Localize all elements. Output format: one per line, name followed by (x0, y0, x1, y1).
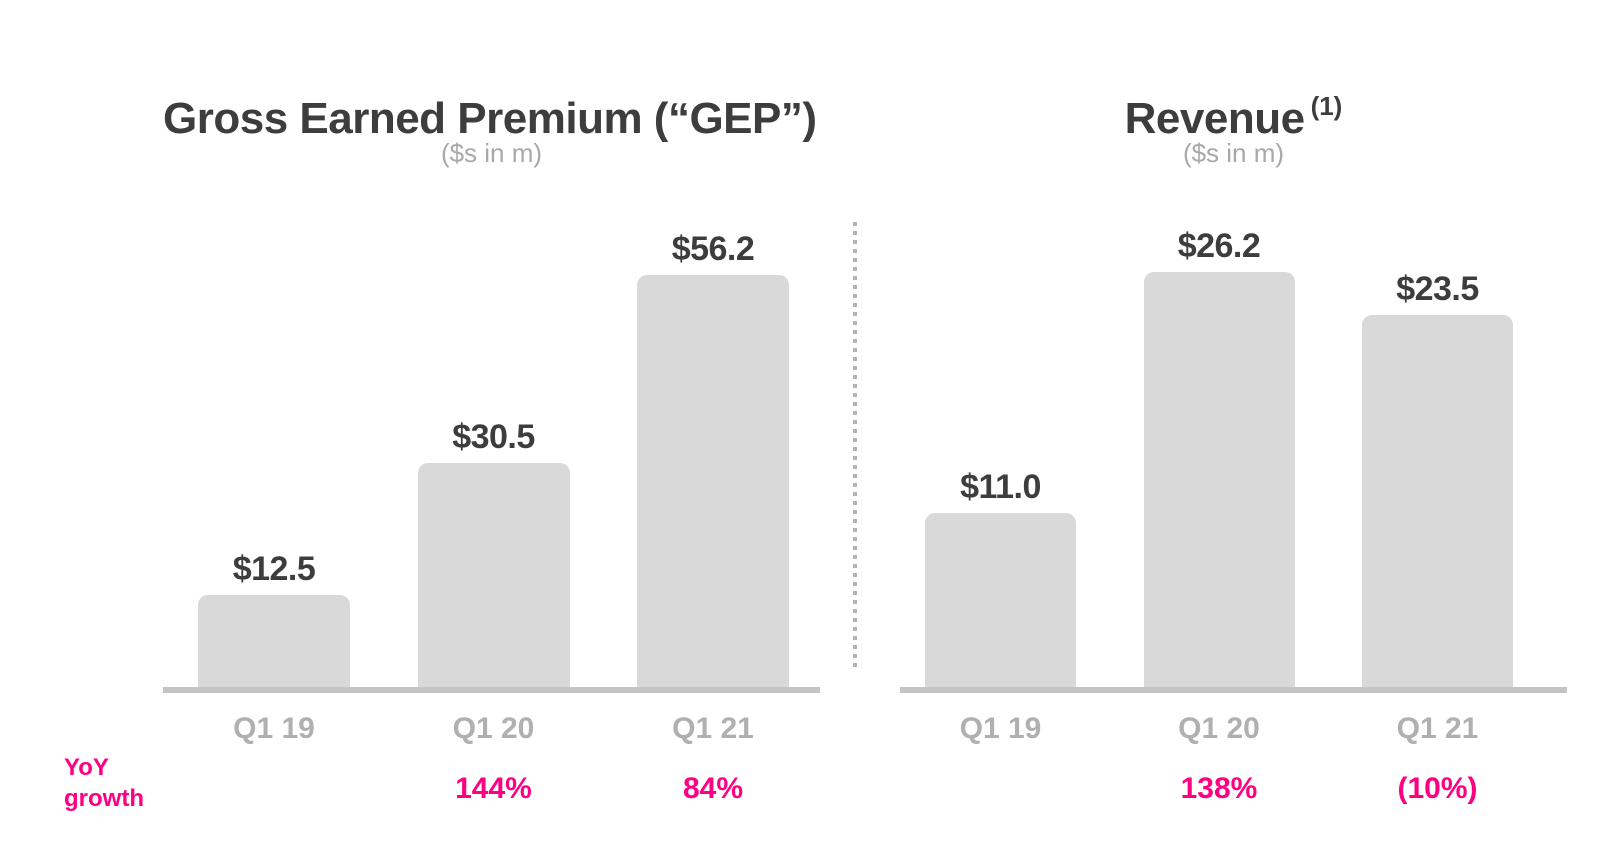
revenue-bar-q1-19 (925, 513, 1076, 687)
revenue-yoy-value-q1-20: 138% (1180, 772, 1258, 805)
gep-chart: Gross Earned Premium (“GEP”) ($s in m) $… (163, 0, 820, 845)
gep-bar-q1-19 (198, 595, 350, 687)
gep-bar-q1-21 (637, 275, 789, 687)
gep-x-axis-labels: Q1 19 Q1 20 Q1 21 (163, 712, 820, 746)
revenue-chart-title: Revenue (1) (900, 80, 1567, 145)
yoy-growth-row-label-line2: growth (64, 785, 144, 812)
revenue-bar-value-q1-20: $26.2 (1177, 227, 1261, 265)
revenue-bar-q1-20 (1143, 272, 1295, 687)
revenue-yoy-value-q1-21: (10%) (1397, 772, 1478, 805)
gep-chart-title: Gross Earned Premium (“GEP”) (163, 80, 820, 145)
gep-chart-subtitle: ($s in m) (440, 138, 543, 168)
vertical-dotted-divider (853, 222, 857, 670)
revenue-chart-title-superscript: (1) (1310, 91, 1343, 121)
revenue-x-label-q1-21: Q1 21 (1396, 712, 1479, 745)
gep-bar-column-q1-19: $12.5 (198, 550, 350, 687)
gep-yoy-value-q1-19 (198, 772, 350, 806)
gep-yoy-value-q1-20: 144% (455, 772, 532, 805)
revenue-bar-value-q1-21: $23.5 (1396, 270, 1479, 308)
revenue-x-axis-line (900, 687, 1567, 693)
gep-bar-value-q1-20: $30.5 (452, 418, 535, 456)
gep-bar-value-q1-21: $56.2 (671, 230, 755, 268)
revenue-bars-row: $11.0 $26.2 $23.5 (900, 227, 1567, 687)
revenue-bar-q1-21 (1362, 315, 1513, 687)
revenue-chart: Revenue (1) ($s in m) $11.0 $26.2 $23.5 Q… (900, 0, 1567, 845)
revenue-bar-value-q1-19: $11.0 (960, 468, 1041, 506)
gep-bar-value-q1-19: $12.5 (232, 550, 316, 588)
gep-bar-column-q1-21: $56.2 (637, 230, 789, 687)
gep-yoy-values-row: 144% 84% (163, 772, 820, 806)
gep-yoy-value-q1-21: 84% (682, 772, 744, 805)
revenue-x-label-q1-20: Q1 20 (1178, 712, 1260, 745)
gep-x-label-q1-19: Q1 19 (233, 712, 315, 745)
revenue-yoy-values-row: 138% (10%) (900, 772, 1567, 806)
revenue-chart-subtitle: ($s in m) (1182, 138, 1285, 168)
revenue-chart-title-text: Revenue (1124, 94, 1305, 143)
gep-bars-row: $12.5 $30.5 $56.2 (163, 230, 820, 687)
gep-x-label-q1-21: Q1 21 (672, 712, 754, 745)
gep-x-axis-line (163, 687, 820, 693)
gep-bar-column-q1-20: $30.5 (417, 418, 570, 687)
revenue-bar-column-q1-21: $23.5 (1362, 270, 1513, 687)
revenue-x-label-q1-19: Q1 19 (959, 712, 1042, 745)
gep-bar-q1-20 (417, 463, 570, 687)
revenue-bar-column-q1-19: $11.0 (925, 468, 1076, 687)
yoy-growth-row-label-line1: YoY (64, 754, 109, 781)
yoy-growth-row-label: YoY growth (64, 752, 144, 814)
revenue-yoy-value-q1-19 (925, 772, 1076, 806)
revenue-bar-column-q1-20: $26.2 (1143, 227, 1295, 687)
gep-x-label-q1-20: Q1 20 (452, 712, 535, 745)
revenue-x-axis-labels: Q1 19 Q1 20 Q1 21 (900, 712, 1567, 746)
gep-chart-title-text: Gross Earned Premium (“GEP”) (163, 94, 817, 143)
